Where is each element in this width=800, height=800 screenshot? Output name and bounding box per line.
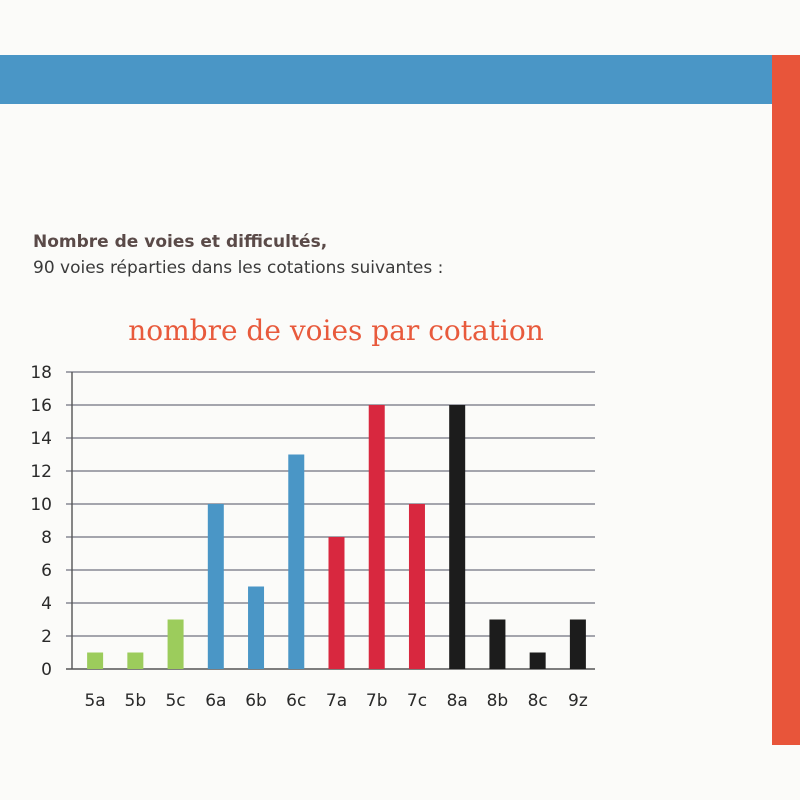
y-tick-label: 0 [41,660,52,680]
y-tick-label: 16 [30,396,52,416]
intro-text: Nombre de voies et difficultés, 90 voies… [33,229,443,281]
x-tick-label: 9z [568,691,588,711]
y-tick-label: 8 [41,528,52,548]
intro-body: 90 voies réparties dans les cotations su… [33,258,444,278]
y-tick-label: 18 [30,363,52,383]
y-tick-label: 14 [30,429,52,449]
bar-7a [328,537,345,669]
bar-5a [87,652,104,669]
x-tick-label: 6b [245,691,267,711]
top-banner [0,55,772,104]
x-tick-label: 7a [326,691,347,711]
x-tick-label: 7c [407,691,427,711]
bar-5c [167,619,184,669]
y-tick-label: 10 [30,495,52,515]
side-banner [772,55,800,745]
y-tick-label: 4 [41,594,52,614]
bar-6a [207,504,224,669]
bar-6b [248,586,265,669]
bar-9z [569,619,586,669]
bar-8c [529,652,546,669]
x-tick-label: 7b [366,691,388,711]
x-tick-label: 5c [165,691,185,711]
x-tick-label: 8c [528,691,548,711]
bar-7c [408,504,425,669]
x-tick-label: 5a [84,691,105,711]
y-tick-label: 6 [41,561,52,581]
x-tick-label: 8b [487,691,509,711]
x-tick-label: 8a [447,691,468,711]
x-tick-label: 5b [125,691,147,711]
x-tick-label: 6c [286,691,306,711]
x-tick-label: 6a [205,691,226,711]
chart-title: nombre de voies par cotation [128,314,544,347]
bar-8a [449,405,466,669]
y-tick-label: 12 [30,462,52,482]
bar-6c [288,454,305,669]
intro-heading: Nombre de voies et difficultés, [33,232,328,252]
bar-7b [368,405,385,669]
y-tick-label: 2 [41,627,52,647]
bar-8b [489,619,506,669]
bar-5b [127,652,144,669]
